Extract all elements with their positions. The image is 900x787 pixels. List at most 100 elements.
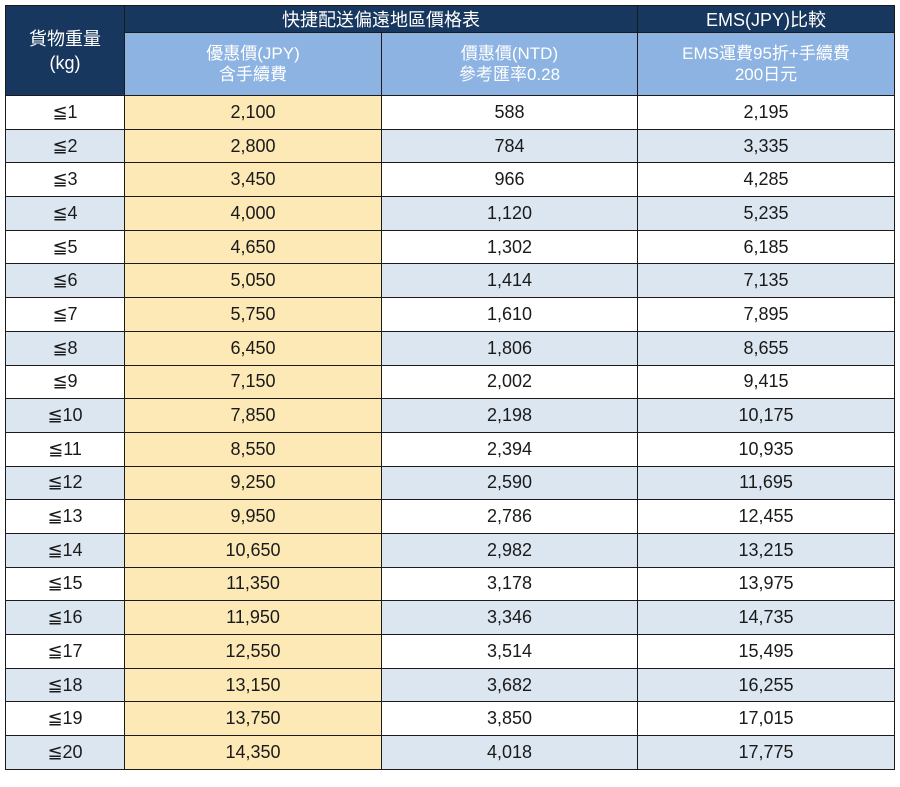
weight-cell: ≦5 bbox=[5, 229, 125, 265]
ems-price-cell: 15,495 bbox=[637, 634, 895, 669]
ems-group-header: EMS(JPY)比較 bbox=[637, 5, 895, 33]
weight-cell: ≦11 bbox=[5, 431, 125, 467]
ntd-price-cell: 2,786 bbox=[381, 499, 638, 534]
table-row: ≦20 14,350 4,018 17,775 bbox=[5, 735, 895, 770]
jpy-price-cell: 9,950 bbox=[124, 499, 382, 534]
ems-price-cell: 10,935 bbox=[637, 431, 895, 467]
ntd-price-cell: 4,018 bbox=[381, 735, 638, 770]
weight-cell: ≦1 bbox=[5, 95, 125, 130]
jpy-price-cell: 5,750 bbox=[124, 297, 382, 332]
weight-header-line2: (kg) bbox=[49, 52, 81, 73]
jpy-header-line1: 優惠價(JPY) bbox=[206, 44, 300, 63]
ems-price-cell: 10,175 bbox=[637, 398, 895, 433]
ntd-price-cell: 2,982 bbox=[381, 532, 638, 568]
ntd-price-cell: 3,850 bbox=[381, 701, 638, 737]
ems-price-cell: 2,195 bbox=[637, 95, 895, 130]
ems-price-cell: 14,735 bbox=[637, 600, 895, 635]
ems-price-cell: 7,895 bbox=[637, 297, 895, 332]
weight-cell: ≦3 bbox=[5, 162, 125, 198]
weight-cell: ≦19 bbox=[5, 701, 125, 737]
ntd-price-cell: 784 bbox=[381, 128, 638, 164]
weight-cell: ≦18 bbox=[5, 667, 125, 703]
weight-cell: ≦20 bbox=[5, 735, 125, 770]
jpy-price-cell: 2,800 bbox=[124, 128, 382, 164]
ntd-price-cell: 3,682 bbox=[381, 667, 638, 703]
ntd-price-cell: 966 bbox=[381, 162, 638, 198]
ntd-header-line1: 價惠價(NTD) bbox=[460, 44, 559, 63]
jpy-price-cell: 13,150 bbox=[124, 667, 382, 703]
weight-cell: ≦16 bbox=[5, 600, 125, 635]
ntd-price-cell: 3,178 bbox=[381, 566, 638, 602]
ems-price-cell: 7,135 bbox=[637, 263, 895, 299]
ems-price-cell: 11,695 bbox=[637, 465, 895, 501]
weight-cell: ≦15 bbox=[5, 566, 125, 602]
ems-price-cell: 13,975 bbox=[637, 566, 895, 602]
table-row: ≦3 3,450 966 4,285 bbox=[5, 162, 895, 198]
jpy-price-cell: 9,250 bbox=[124, 465, 382, 501]
table-row: ≦12 9,250 2,590 11,695 bbox=[5, 465, 895, 501]
weight-cell: ≦8 bbox=[5, 330, 125, 366]
ems-price-cell: 17,775 bbox=[637, 735, 895, 770]
table-row: ≦6 5,050 1,414 7,135 bbox=[5, 263, 895, 299]
ems-price-cell: 16,255 bbox=[637, 667, 895, 703]
table-row: ≦9 7,150 2,002 9,415 bbox=[5, 364, 895, 400]
ems-price-cell: 13,215 bbox=[637, 532, 895, 568]
table-row: ≦7 5,750 1,610 7,895 bbox=[5, 297, 895, 332]
ntd-header-line2: 參考匯率0.28 bbox=[458, 65, 561, 84]
jpy-price-cell: 6,450 bbox=[124, 330, 382, 366]
jpy-price-cell: 5,050 bbox=[124, 263, 382, 299]
weight-cell: ≦4 bbox=[5, 196, 125, 231]
jpy-price-cell: 10,650 bbox=[124, 532, 382, 568]
jpy-price-cell: 11,350 bbox=[124, 566, 382, 602]
table-row: ≦4 4,000 1,120 5,235 bbox=[5, 196, 895, 231]
table-row: ≦10 7,850 2,198 10,175 bbox=[5, 398, 895, 433]
table-header: 貨物重量 (kg) 快捷配送偏遠地區價格表 EMS(JPY)比較 優惠價(JPY… bbox=[5, 5, 895, 96]
table-row: ≦2 2,800 784 3,335 bbox=[5, 128, 895, 164]
weight-cell: ≦9 bbox=[5, 364, 125, 400]
ems-price-cell: 6,185 bbox=[637, 229, 895, 265]
jpy-price-cell: 3,450 bbox=[124, 162, 382, 198]
ntd-price-cell: 1,610 bbox=[381, 297, 638, 332]
ntd-price-cell: 2,590 bbox=[381, 465, 638, 501]
jpy-price-cell: 8,550 bbox=[124, 431, 382, 467]
ntd-price-cell: 1,414 bbox=[381, 263, 638, 299]
weight-cell: ≦2 bbox=[5, 128, 125, 164]
table-row: ≦17 12,550 3,514 15,495 bbox=[5, 634, 895, 669]
weight-cell: ≦6 bbox=[5, 263, 125, 299]
ems-header-line2: 200日元 bbox=[734, 65, 798, 84]
jpy-header-line2: 含手續費 bbox=[219, 65, 287, 84]
jpy-price-cell: 11,950 bbox=[124, 600, 382, 635]
ntd-price-cell: 588 bbox=[381, 95, 638, 130]
ntd-price-cell: 2,002 bbox=[381, 364, 638, 400]
ems-column-header: EMS運費95折+手續費 200日元 bbox=[637, 32, 895, 96]
ntd-column-header: 價惠價(NTD) 參考匯率0.28 bbox=[381, 32, 638, 96]
weight-cell: ≦7 bbox=[5, 297, 125, 332]
jpy-price-cell: 13,750 bbox=[124, 701, 382, 737]
jpy-price-cell: 12,550 bbox=[124, 634, 382, 669]
ntd-price-cell: 3,514 bbox=[381, 634, 638, 669]
jpy-price-cell: 4,000 bbox=[124, 196, 382, 231]
weight-cell: ≦17 bbox=[5, 634, 125, 669]
table-body: ≦1 2,100 588 2,195 ≦2 2,800 784 3,335 ≦3 3,450 966… bbox=[5, 95, 895, 770]
ems-price-cell: 8,655 bbox=[637, 330, 895, 366]
jpy-price-cell: 7,150 bbox=[124, 364, 382, 400]
ntd-price-cell: 3,346 bbox=[381, 600, 638, 635]
table-row: ≦16 11,950 3,346 14,735 bbox=[5, 600, 895, 635]
jpy-price-cell: 2,100 bbox=[124, 95, 382, 130]
weight-header-line1: 貨物重量 bbox=[29, 28, 101, 49]
ems-price-cell: 5,235 bbox=[637, 196, 895, 231]
table-row: ≦14 10,650 2,982 13,215 bbox=[5, 532, 895, 568]
price-table: 貨物重量 (kg) 快捷配送偏遠地區價格表 EMS(JPY)比較 優惠價(JPY… bbox=[5, 5, 895, 770]
table-row: ≦5 4,650 1,302 6,185 bbox=[5, 229, 895, 265]
weight-cell: ≦12 bbox=[5, 465, 125, 501]
weight-cell: ≦13 bbox=[5, 499, 125, 534]
jpy-price-cell: 7,850 bbox=[124, 398, 382, 433]
weight-column-header: 貨物重量 (kg) bbox=[5, 5, 125, 96]
weight-cell: ≦10 bbox=[5, 398, 125, 433]
table-row: ≦11 8,550 2,394 10,935 bbox=[5, 431, 895, 467]
table-row: ≦1 2,100 588 2,195 bbox=[5, 95, 895, 130]
table-row: ≦15 11,350 3,178 13,975 bbox=[5, 566, 895, 602]
table-row: ≦13 9,950 2,786 12,455 bbox=[5, 499, 895, 534]
ntd-price-cell: 2,394 bbox=[381, 431, 638, 467]
ntd-price-cell: 1,806 bbox=[381, 330, 638, 366]
